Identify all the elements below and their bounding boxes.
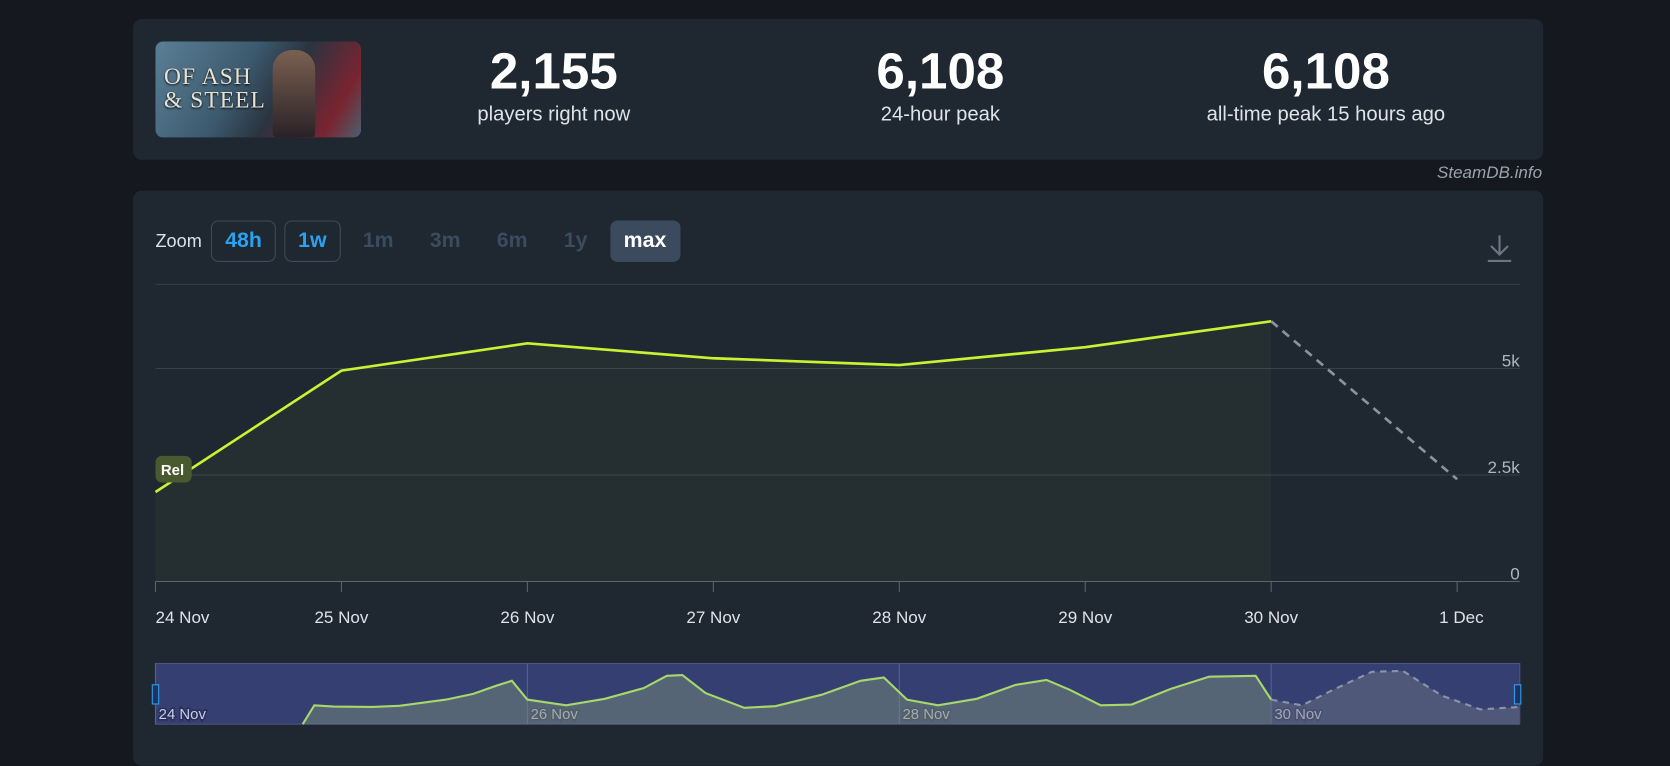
x-tick-label: 26 Nov xyxy=(500,608,554,627)
navigator-handle-left[interactable] xyxy=(152,685,158,704)
x-tick-label: 24 Nov xyxy=(155,608,209,627)
projection-line xyxy=(1271,321,1457,479)
x-tick-label: 27 Nov xyxy=(686,608,740,627)
y-tick-label: 2.5k xyxy=(1488,458,1521,477)
navigator-handle-right[interactable] xyxy=(1514,685,1520,704)
x-tick-label: 25 Nov xyxy=(314,608,368,627)
player-chart[interactable]: 0 2.5k 5k 24 Nov 25 Nov 26 Nov 27 Nov 28 Nov 29 … xyxy=(0,0,1670,742)
navigator-label: 24 Nov xyxy=(159,707,207,723)
x-tick-label: 30 Nov xyxy=(1244,608,1298,627)
area-fill xyxy=(155,321,1271,581)
x-tick-label: 28 Nov xyxy=(872,608,926,627)
x-tick-label: 1 Dec xyxy=(1439,608,1484,627)
y-tick-label: 0 xyxy=(1510,564,1519,583)
x-tick-label: 29 Nov xyxy=(1058,608,1112,627)
y-tick-label: 5k xyxy=(1502,351,1520,370)
release-flag-label: Rel xyxy=(161,463,184,479)
